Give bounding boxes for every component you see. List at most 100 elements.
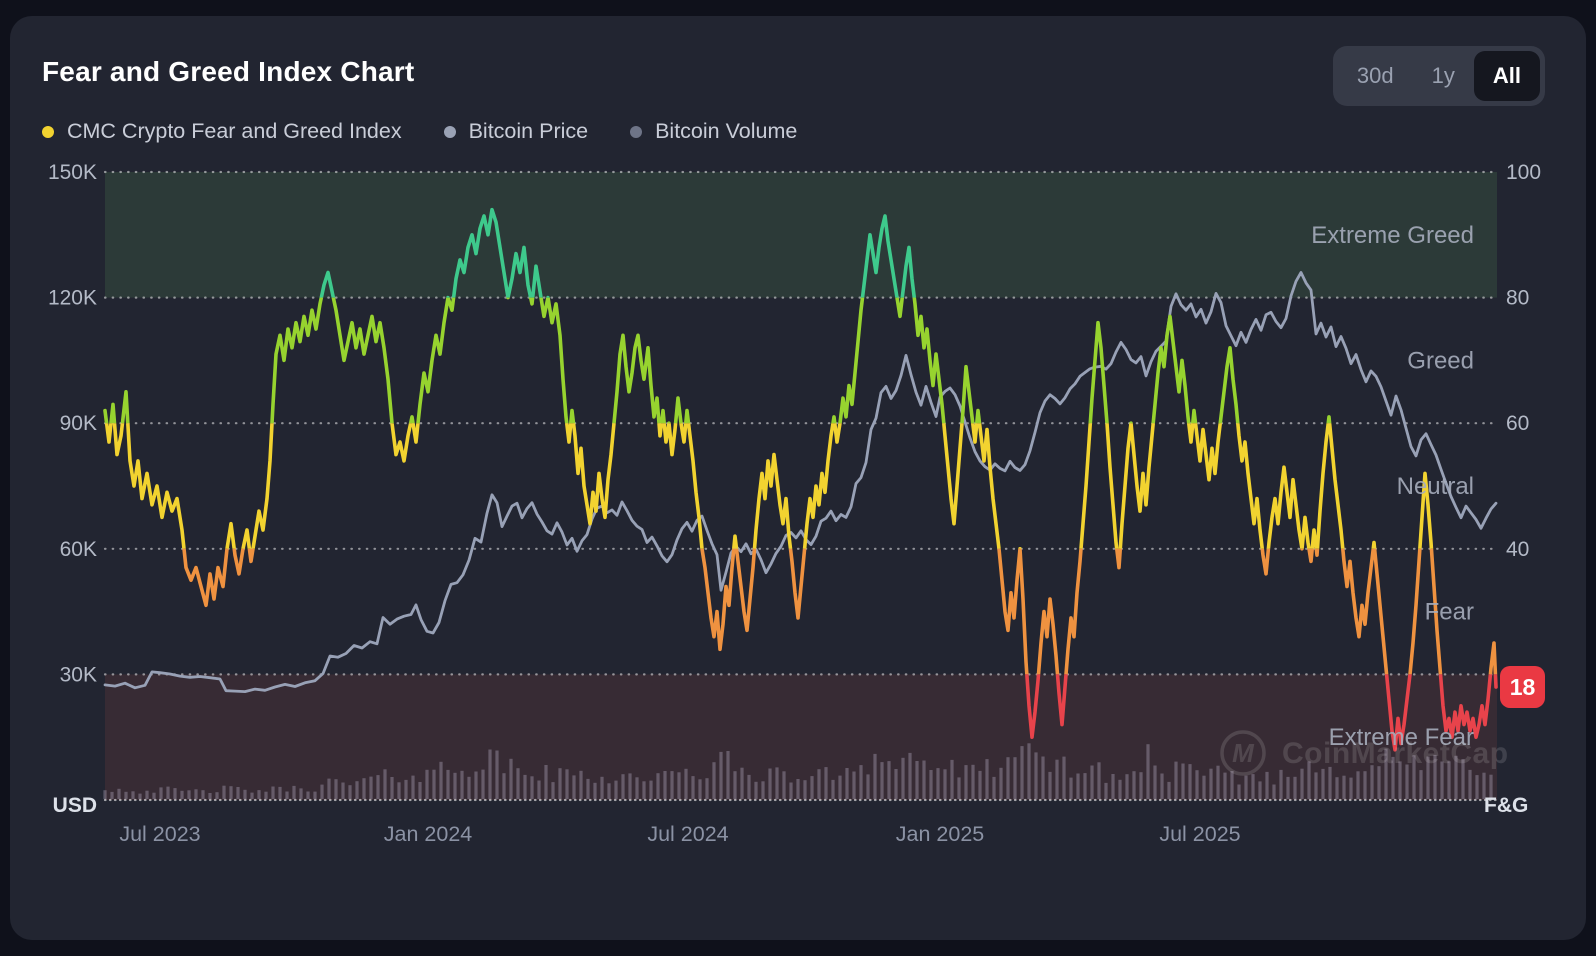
volume-bar (1125, 774, 1129, 799)
volume-bar (558, 768, 562, 799)
volume-bar (1433, 754, 1437, 799)
volume-bar (894, 769, 898, 799)
volume-bar (516, 768, 520, 799)
volume-bar (1342, 775, 1346, 799)
left-axis-tick-label: 120K (48, 287, 97, 310)
volume-bar (1237, 784, 1241, 799)
volume-bar (488, 749, 492, 799)
volume-bar (187, 790, 191, 799)
volume-bar (1006, 757, 1010, 799)
bitcoin-price-dot-icon (443, 125, 456, 138)
range-button-all[interactable]: All (1473, 51, 1540, 101)
legend-label: Bitcoin Volume (655, 119, 798, 143)
volume-bar (313, 791, 317, 799)
volume-bar (418, 782, 422, 799)
volume-bar (460, 770, 464, 799)
volume-bar (1447, 761, 1451, 799)
volume-bar (649, 780, 653, 799)
volume-bar (957, 777, 961, 799)
right-axis-tick-label: 100 (1506, 161, 1541, 184)
volume-bar (110, 791, 114, 799)
volume-bar (292, 785, 296, 799)
volume-bar (215, 792, 219, 799)
watermark-text: CoinMarketCap (1282, 737, 1509, 770)
volume-bar (131, 791, 135, 799)
volume-bar (1475, 775, 1479, 799)
volume-bar (691, 776, 695, 799)
volume-bar (1230, 771, 1234, 799)
volume-bar (264, 791, 268, 799)
volume-bar (803, 780, 807, 799)
volume-bar (201, 790, 205, 799)
volume-bar (1328, 766, 1332, 799)
volume-bar (145, 790, 149, 799)
x-axis-tick-label: Jan 2024 (384, 822, 473, 846)
volume-bar (1314, 772, 1318, 799)
volume-bar (1202, 775, 1206, 799)
volume-bar (754, 781, 758, 799)
volume-bar (999, 767, 1003, 799)
volume-bar (411, 775, 415, 799)
x-axis-tick-label: Jul 2025 (1159, 822, 1240, 846)
volume-bar (789, 782, 793, 799)
volume-bar (537, 780, 541, 799)
legend-item-bitcoin-volume[interactable]: Bitcoin Volume (630, 119, 797, 144)
left-axis-tick-label: 90K (60, 412, 97, 435)
volume-bar (586, 778, 590, 799)
volume-bar (369, 776, 373, 799)
volume-bar (1118, 779, 1122, 799)
volume-bar (383, 769, 387, 799)
volume-bar (278, 786, 282, 799)
volume-bar (1188, 764, 1192, 799)
volume-bar (852, 771, 856, 799)
volume-bar (635, 777, 639, 799)
volume-bar (908, 752, 912, 799)
volume-bar (1272, 784, 1276, 799)
volume-bar (481, 769, 485, 799)
range-button-30d[interactable]: 30d (1338, 51, 1413, 101)
volume-bar (1146, 744, 1150, 799)
volume-bar (1370, 765, 1374, 799)
x-axis-tick-label: Jul 2023 (119, 822, 200, 846)
fear-greed-dot-icon (42, 125, 54, 138)
volume-bar (1349, 777, 1353, 799)
volume-bar (1069, 777, 1073, 799)
volume-bar (782, 771, 786, 799)
volume-bar (285, 791, 289, 799)
volume-bar (922, 760, 926, 799)
volume-bar (467, 776, 471, 799)
volume-bar (530, 776, 534, 799)
volume-bar (607, 783, 611, 799)
volume-bar (1034, 752, 1038, 799)
volume-bar (509, 758, 513, 799)
zone-extreme-fear (105, 674, 1497, 800)
volume-bar (1244, 775, 1248, 799)
volume-bar (551, 782, 555, 799)
volume-bar (1482, 772, 1486, 799)
bitcoin-volume-dot-icon (630, 125, 643, 138)
volume-bar (1020, 746, 1024, 799)
volume-bar (1384, 748, 1388, 799)
volume-bar (943, 769, 947, 799)
zone-label: Extreme Fear (1329, 724, 1474, 751)
x-axis-tick-label: Jan 2025 (896, 822, 985, 846)
volume-bar (544, 765, 548, 799)
legend-item-bitcoin-price[interactable]: Bitcoin Price (443, 119, 588, 144)
volume-bar (446, 769, 450, 799)
volume-bar (656, 773, 660, 799)
volume-bar (726, 751, 730, 799)
volume-bar (572, 775, 576, 799)
legend-item-fear-greed[interactable]: CMC Crypto Fear and Greed Index (42, 119, 402, 144)
volume-bar (971, 764, 975, 799)
volume-bar (306, 791, 310, 799)
volume-bar (1335, 777, 1339, 799)
volume-bar (1209, 768, 1213, 799)
volume-bar (565, 769, 569, 799)
volume-bar (1111, 774, 1115, 799)
left-axis-unit-label: USD (53, 794, 97, 817)
volume-bar (1090, 765, 1094, 799)
range-button-1y[interactable]: 1y (1413, 51, 1474, 101)
volume-bar (376, 775, 380, 799)
volume-bar (1097, 762, 1101, 799)
